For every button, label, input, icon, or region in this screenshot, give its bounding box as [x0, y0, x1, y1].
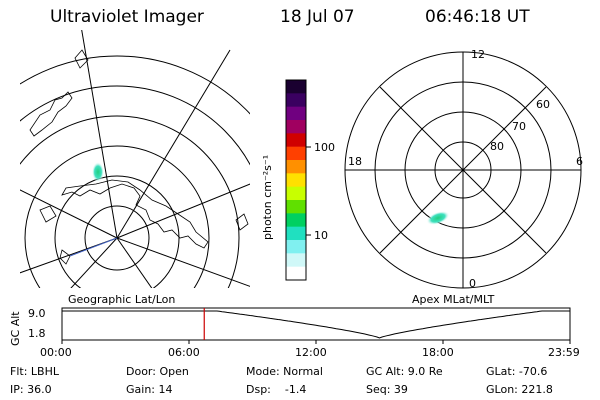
- gain-info: Gain: 14: [126, 383, 173, 396]
- mlat-label-60: 60: [536, 98, 550, 111]
- mode-info: Mode: Normal: [246, 365, 323, 378]
- altitude-curve: [62, 310, 570, 339]
- glat-info: GLat: -70.6: [486, 365, 548, 378]
- date-label: 18 Jul 07: [280, 7, 355, 27]
- timeline-ytick-9: 9.0: [28, 307, 46, 320]
- filter-info: Flt: LBHL: [10, 365, 59, 378]
- mlt-label-12: 12: [471, 48, 485, 61]
- colorbar-gradient: [286, 80, 306, 281]
- sub-satellite-track: [69, 237, 118, 257]
- colorbar-segment: [286, 173, 306, 188]
- geo-panel-label: Geographic Lat/Lon: [68, 293, 176, 306]
- timeline-xtick-0000: 00:00: [40, 346, 72, 359]
- colorbar-segment: [286, 186, 306, 201]
- timeline-xtick-2359: 23:59: [548, 346, 580, 359]
- colorbar-segment: [286, 160, 306, 174]
- instrument-title: Ultraviolet Imager: [50, 7, 204, 27]
- polar-panel-label: Apex MLat/MLT: [412, 293, 495, 306]
- colorbar-segment: [286, 146, 306, 161]
- aurora-emission-geo: [92, 162, 104, 182]
- colorbar-segment: [286, 200, 306, 214]
- colorbar-segment: [286, 213, 306, 228]
- glon-info: GLon: 221.8: [486, 383, 553, 396]
- timeline-xtick-1200: 12:00: [295, 346, 327, 359]
- timeline-ylabel: GC Alt: [9, 311, 22, 346]
- colorbar-segment: [286, 253, 306, 268]
- seq-info: Seq: 39: [366, 383, 408, 396]
- mlt-label-18: 18: [348, 155, 362, 168]
- aurora-emission-polar: [426, 211, 450, 225]
- timeline-xtick-0600: 06:00: [168, 346, 200, 359]
- colorbar-segment: [286, 226, 306, 241]
- door-info: Door: Open: [126, 365, 189, 378]
- geo-grid: [20, 30, 250, 288]
- colorbar-segment: [286, 120, 306, 134]
- ip-info: IP: 36.0: [10, 383, 52, 396]
- timeline-frame: [61, 307, 571, 341]
- colorbar-tick-100: 100: [314, 141, 335, 154]
- colorbar-segment: [286, 80, 306, 94]
- colorbar-frame: [285, 79, 307, 281]
- mlt-label-0: 0: [469, 277, 476, 290]
- mlt-label-6: 6: [576, 155, 583, 168]
- timeline-xtick-1800: 18:00: [422, 346, 454, 359]
- colorbar-segment: [286, 266, 306, 281]
- gc-alt-info: GC Alt: 9.0 Re: [366, 365, 443, 378]
- mlat-label-70: 70: [512, 120, 526, 133]
- time-label: 06:46:18 UT: [425, 7, 530, 27]
- coastlines: [29, 49, 249, 265]
- polar-grid: [344, 51, 582, 289]
- colorbar-segment: [286, 93, 306, 108]
- mlat-label-80: 80: [490, 140, 504, 153]
- colorbar-segment: [286, 133, 306, 148]
- colorbar-segment: [286, 106, 306, 121]
- timeline-ytick-1-8: 1.8: [28, 327, 46, 340]
- colorbar-segment: [286, 240, 306, 254]
- dsp-info: Dsp: -1.4: [246, 383, 307, 396]
- colorbar-tick-10: 10: [314, 229, 328, 242]
